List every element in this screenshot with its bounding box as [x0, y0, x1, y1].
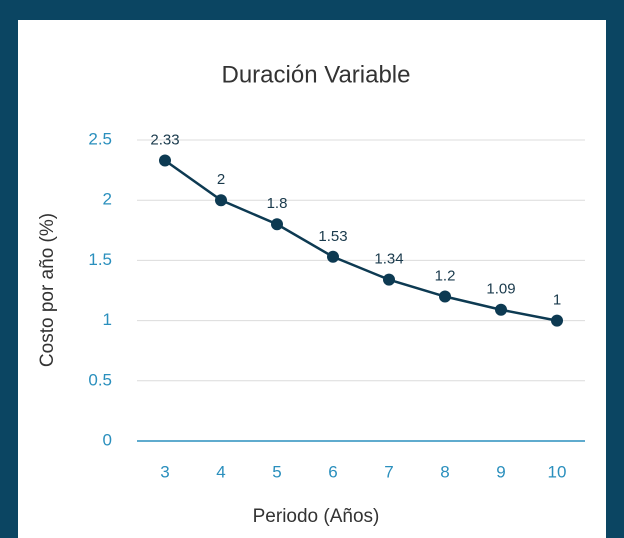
y-tick-label: 1.5 [88, 250, 112, 269]
y-tick-label: 2.5 [88, 129, 112, 148]
x-tick-label: 10 [548, 462, 567, 481]
data-label: 1.8 [267, 195, 288, 212]
point [551, 314, 563, 327]
point [271, 218, 283, 231]
data-label: 1.53 [318, 228, 347, 245]
point [159, 154, 171, 167]
data-label: 1.2 [435, 267, 456, 284]
chart-title: Duración Variable [222, 61, 411, 88]
data-label: 1.09 [486, 281, 515, 298]
line [164, 159, 558, 322]
data-label: 2.33 [150, 131, 179, 148]
point [495, 303, 507, 316]
x-tick-label: 8 [440, 462, 449, 481]
x-tick-label: 6 [328, 462, 337, 481]
point [215, 194, 227, 207]
x-tick-label: 7 [384, 462, 393, 481]
x-tick-label: 5 [272, 462, 281, 481]
x-axis-label: Periodo (Años) [253, 506, 380, 527]
point [439, 290, 451, 303]
y-tick-label: 1 [103, 310, 112, 329]
y-tick-label: 2 [103, 190, 112, 209]
data-label: 1.34 [374, 251, 403, 268]
x-tick-label: 4 [216, 462, 225, 481]
x-tick-label: 9 [496, 462, 505, 481]
y-tick-label: 0 [103, 430, 112, 449]
data-label: 2 [217, 171, 225, 188]
data-label: 1 [553, 292, 561, 309]
x-tick-label: 3 [160, 462, 169, 481]
point [383, 273, 395, 286]
point [327, 250, 339, 263]
chart-background [18, 20, 606, 538]
y-tick-label: 0.5 [88, 370, 112, 389]
y-axis-label: Costo por año (%) [37, 213, 58, 367]
